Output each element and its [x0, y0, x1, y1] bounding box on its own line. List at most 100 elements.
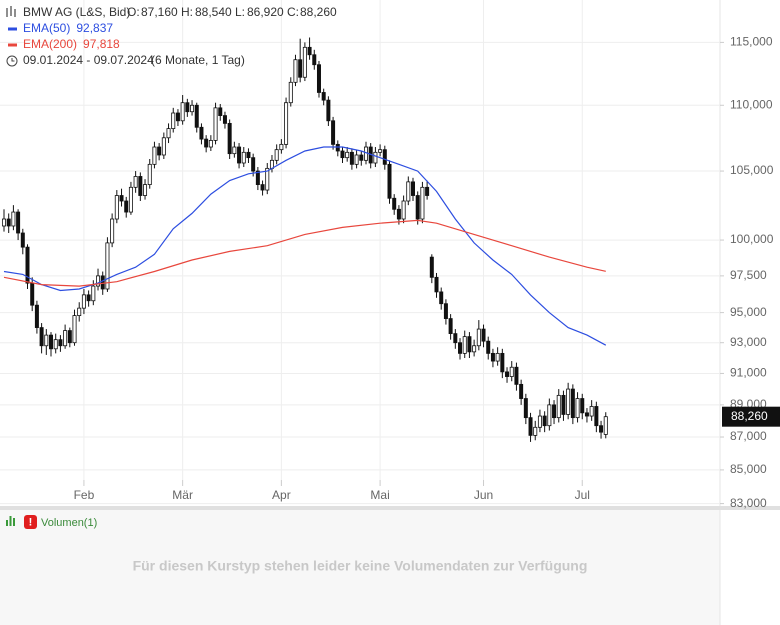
candle-body [110, 218, 115, 244]
x-tick-label: Apr [272, 488, 291, 502]
candle-body [331, 120, 336, 145]
candle-body [401, 200, 406, 220]
plot: 115,000 110,000 105,000 100,000 97,500 95,000… [0, 0, 780, 510]
y-tick-label: 93,000 [730, 335, 767, 349]
volume-icon [13, 518, 15, 526]
ohlc-value: 87,160 [141, 5, 178, 19]
candle-body [354, 154, 359, 165]
y-tick-label: 110,000 [730, 97, 773, 111]
y-tick-label: 85,000 [730, 462, 767, 476]
candle-body [284, 102, 289, 145]
volume-label: Volumen(1) [41, 517, 97, 529]
y-tick-label: 100,000 [730, 232, 774, 246]
candle-body [77, 307, 82, 316]
candle-body [194, 104, 199, 128]
candle-body [63, 330, 68, 347]
ohlc-label: L: [235, 5, 245, 19]
candle-body [11, 211, 16, 227]
candle-body [307, 46, 312, 56]
candle-body [584, 412, 589, 417]
candle-body [335, 143, 340, 152]
x-tick-label: Mai [370, 488, 389, 502]
candle-body [124, 200, 129, 213]
candle-body [265, 167, 270, 191]
candle-body [96, 275, 101, 287]
title: BMW AG (L&S, Bid) [23, 5, 130, 19]
candle-body [157, 146, 162, 156]
candle-body [406, 181, 411, 202]
candle-body [594, 406, 599, 427]
candle-body [81, 294, 86, 309]
candle-body [476, 328, 481, 347]
candle-body [312, 54, 317, 66]
ohlc-label: H: [181, 5, 193, 19]
candle-body [434, 276, 439, 293]
candle-body [453, 333, 458, 344]
warning-icon [24, 515, 37, 529]
candle-body [458, 342, 463, 354]
candle-body [429, 256, 434, 278]
y-tick-label: 87,000 [730, 429, 767, 443]
candle-body [241, 151, 246, 164]
candle-body [86, 294, 91, 302]
candle-body [547, 404, 552, 427]
x-tick-label: Mär [172, 488, 193, 502]
y-tick-label: 97,500 [730, 268, 767, 282]
candle-body [49, 334, 54, 350]
candle-body [67, 330, 72, 344]
candle-body [570, 388, 575, 419]
candle-body [138, 176, 143, 196]
candle-body [133, 176, 138, 188]
candle-body [16, 211, 21, 234]
warning-mark: ! [29, 516, 33, 528]
legend-swatch [8, 27, 17, 31]
candle-body [589, 406, 594, 417]
candle-body [34, 304, 39, 328]
candle-body [528, 417, 533, 436]
candle-body [237, 146, 242, 164]
candle-body [274, 149, 279, 161]
candle-body [396, 208, 401, 220]
candle-body [246, 151, 251, 159]
candle-body [425, 186, 430, 196]
candle-body [222, 115, 227, 124]
ema-line [3, 146, 607, 346]
candle-body [105, 242, 110, 290]
ohlc-value: 88,540 [195, 5, 232, 19]
date-range: 09.01.2024 - 09.07.2024 [23, 53, 154, 67]
legend-value: 97,818 [83, 37, 120, 51]
y-tick-label: 83,000 [730, 496, 767, 510]
candle-body [91, 285, 96, 302]
candle-body [171, 112, 176, 130]
x-tick-label: Jun [474, 488, 493, 502]
candle-body [232, 146, 237, 155]
candle-body [326, 99, 331, 122]
candle-body [359, 154, 364, 161]
volume-message: Für diesen Kurstyp stehen leider keine V… [133, 558, 588, 574]
candle-body [378, 149, 383, 153]
candle-body [561, 394, 566, 415]
candle-body [119, 195, 124, 202]
x-tick-label: Jul [575, 488, 590, 502]
candle-body [495, 352, 500, 362]
candle-body [6, 218, 11, 227]
candle-body [345, 151, 350, 159]
candle-body [420, 186, 425, 220]
candle-body [298, 59, 303, 78]
candle-body [481, 328, 486, 342]
legend-value: 92,837 [76, 21, 113, 35]
candle-body [185, 102, 190, 113]
volume-icon [6, 520, 8, 526]
candle-body [542, 415, 547, 427]
candle-body [519, 383, 524, 399]
candle-body [514, 366, 519, 385]
candle-body [316, 64, 321, 93]
clock-hand [11, 58, 15, 62]
candle-body [523, 398, 528, 419]
candle-body [190, 104, 195, 113]
candle-body [443, 303, 448, 319]
legend-name: EMA(50) [23, 21, 70, 35]
candle-body [53, 339, 58, 350]
candle-body [448, 318, 453, 335]
candle-body [227, 122, 232, 155]
